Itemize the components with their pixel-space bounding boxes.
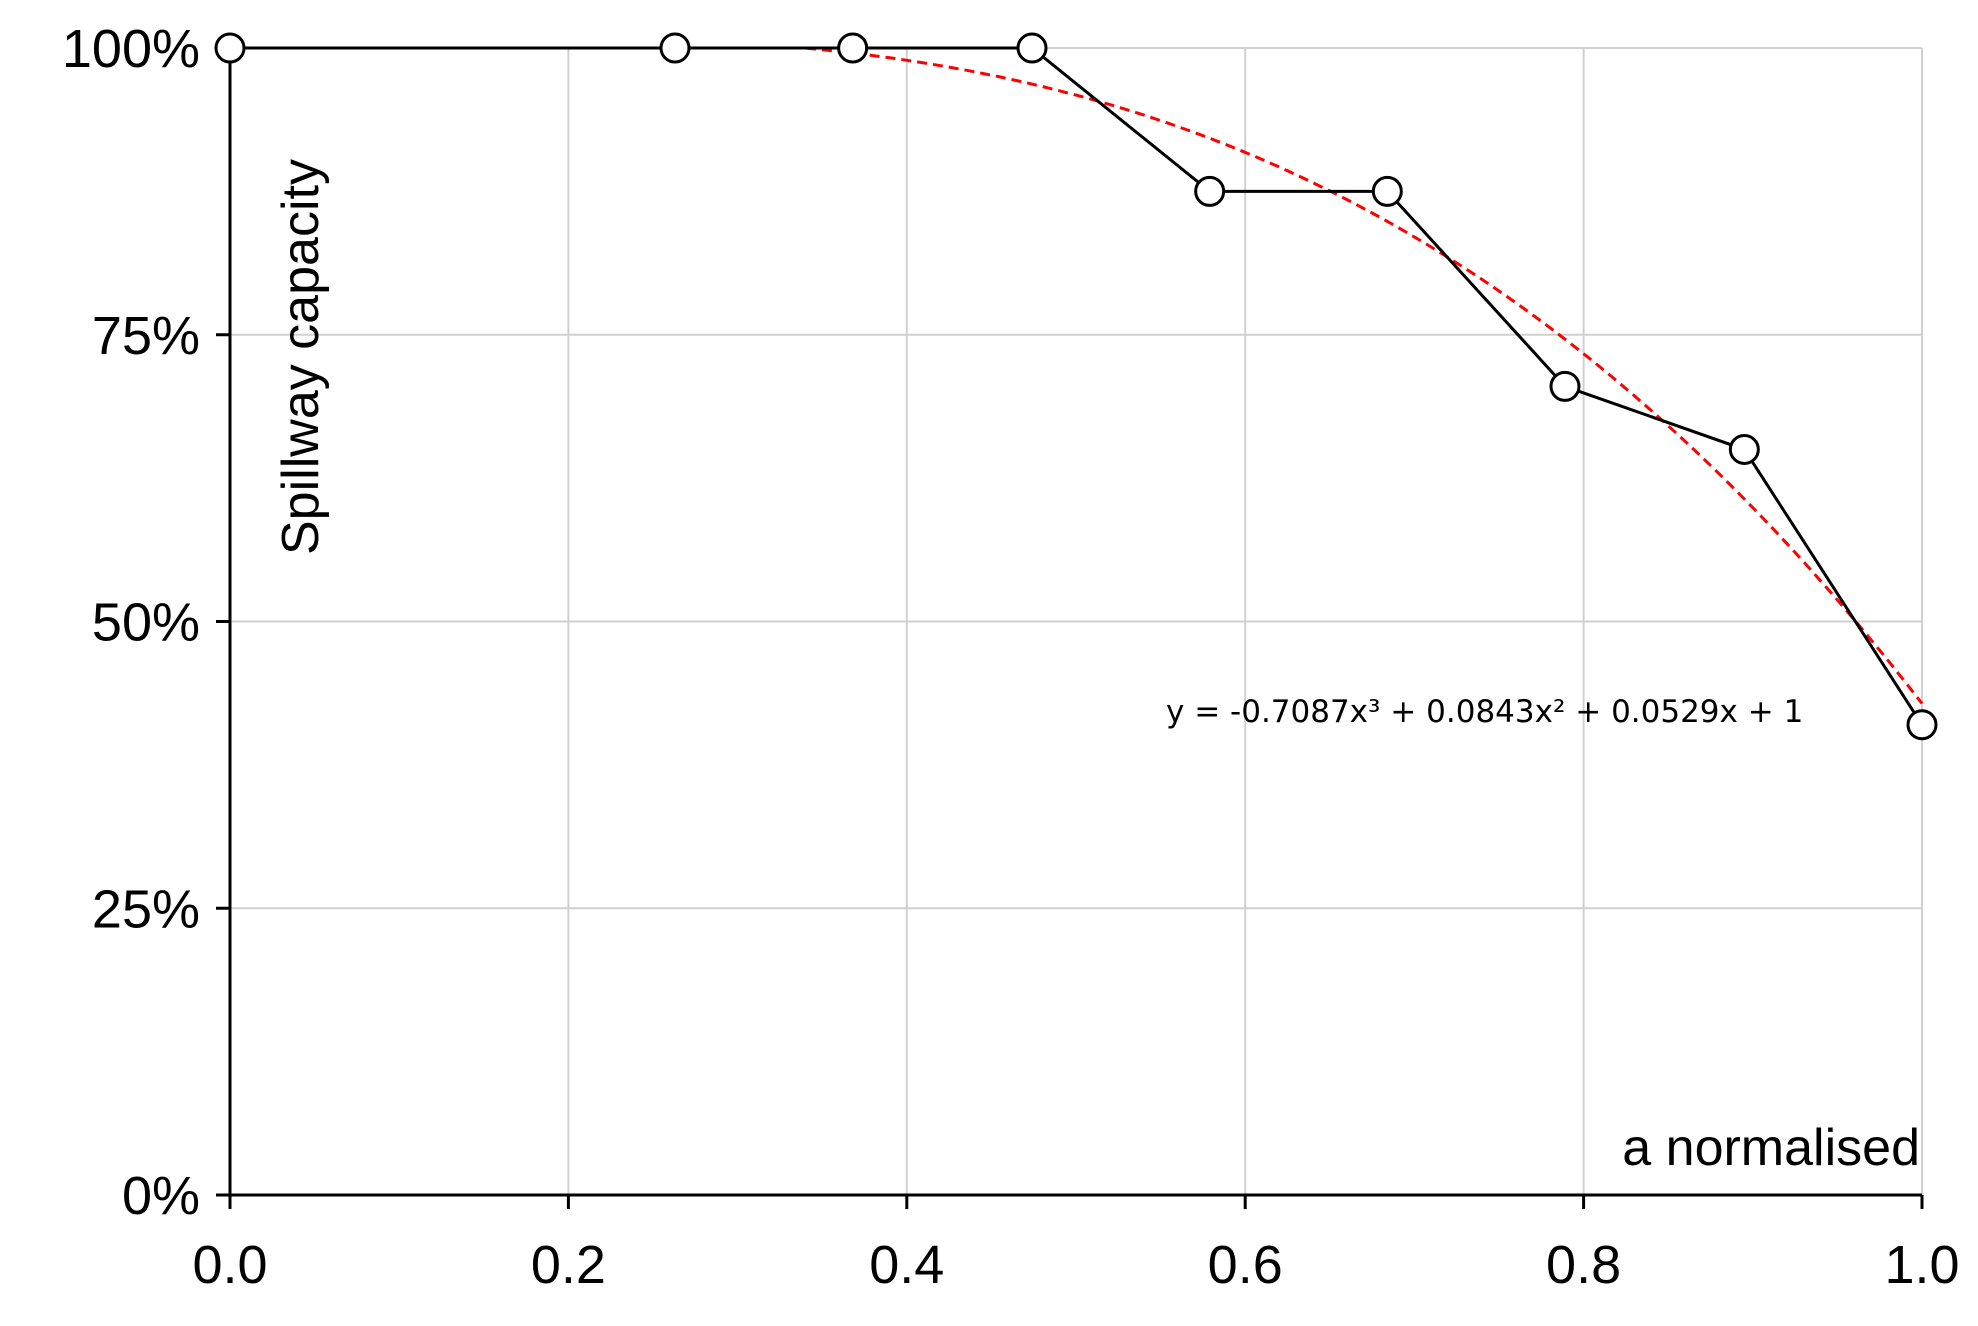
y-tick-label: 25% [92, 879, 200, 939]
y-tick-label: 100% [62, 19, 200, 79]
trendline [230, 46, 1924, 705]
data-point [214, 32, 246, 64]
data-point [837, 32, 869, 64]
data-series [214, 32, 1938, 741]
grid-lines [230, 47, 1923, 1195]
data-point [1549, 370, 1581, 402]
trendline-equation: y = -0.7087x³ + 0.0843x² + 0.0529x + 1 [1166, 694, 1803, 730]
data-point [1016, 32, 1048, 64]
y-tick-label: 0% [122, 1166, 200, 1226]
data-point [1371, 175, 1403, 207]
tick-labels: 0% 25% 50% 75% 100% 0.0 0.2 0.4 0.6 0.8 1.0 [62, 19, 1960, 1295]
y-axis-title: Spillway capacity [272, 159, 330, 555]
y-tick-label: 50% [92, 593, 200, 653]
x-tick-label: 0.6 [1208, 1235, 1283, 1295]
x-axis-title: a normalised [1622, 1119, 1920, 1177]
data-point [659, 32, 691, 64]
data-point [1194, 175, 1226, 207]
x-tick-label: 0.2 [531, 1235, 606, 1295]
x-tick-label: 0.0 [192, 1235, 267, 1295]
axes [216, 46, 1924, 1209]
x-tick-label: 0.4 [869, 1235, 944, 1295]
data-point [1906, 709, 1938, 741]
x-tick-label: 0.8 [1546, 1235, 1621, 1295]
trendline-path [230, 46, 1924, 705]
x-tick-label: 1.0 [1884, 1235, 1959, 1295]
series-line [230, 46, 1924, 726]
data-point [1728, 433, 1760, 465]
y-tick-label: 75% [92, 306, 200, 366]
